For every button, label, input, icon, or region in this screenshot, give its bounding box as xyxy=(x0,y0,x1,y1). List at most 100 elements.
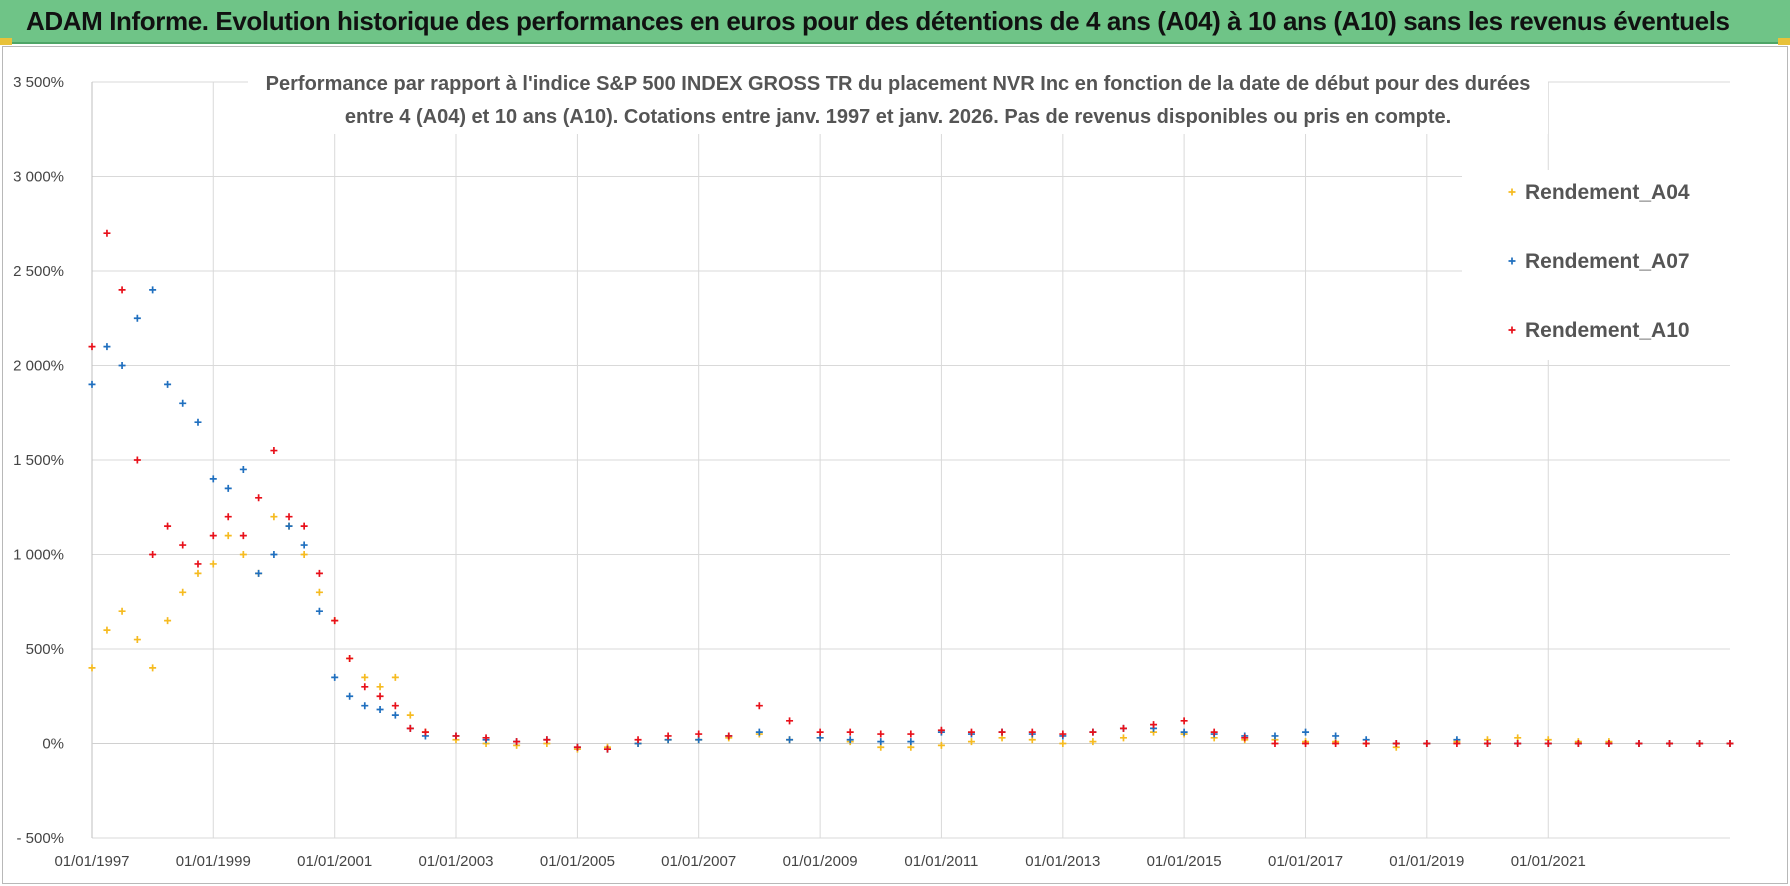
data-point xyxy=(239,465,247,473)
data-point xyxy=(937,726,945,734)
data-point xyxy=(194,560,202,568)
data-point xyxy=(846,728,854,736)
legend: Rendement_A04 Rendement_A07 Rendement_A10 xyxy=(1508,181,1690,342)
header-banner: ADAM Informe. Evolution historique des p… xyxy=(0,0,1790,44)
x-tick-label: 01/01/2017 xyxy=(1268,853,1343,870)
data-point xyxy=(224,484,232,492)
data-point xyxy=(877,738,885,746)
data-point xyxy=(361,702,369,710)
data-point xyxy=(1362,740,1370,747)
legend-label: Rendement_A04 xyxy=(1525,181,1690,204)
data-point xyxy=(1150,721,1158,729)
data-points xyxy=(88,229,1734,753)
data-point xyxy=(149,664,157,672)
data-point xyxy=(1696,740,1704,747)
data-point xyxy=(1392,740,1400,747)
data-point xyxy=(406,711,414,719)
x-tick-label: 01/01/2019 xyxy=(1389,853,1464,870)
data-point xyxy=(300,522,308,530)
legend-box xyxy=(1462,170,1730,360)
data-point xyxy=(103,229,111,237)
data-point xyxy=(725,732,733,740)
data-point xyxy=(255,569,263,577)
data-point xyxy=(1332,732,1340,740)
data-point xyxy=(179,541,187,549)
x-tick-label: 01/01/2007 xyxy=(661,853,736,870)
data-point xyxy=(331,673,339,681)
data-point xyxy=(300,541,308,549)
data-point xyxy=(376,683,384,691)
data-point xyxy=(907,738,915,746)
x-tick-label: 01/01/2013 xyxy=(1025,853,1100,870)
x-tick-label: 01/01/2003 xyxy=(418,853,493,870)
data-point xyxy=(391,711,399,719)
data-point xyxy=(1605,740,1613,747)
chart-title-line-1: Performance par rapport à l'indice S&P 5… xyxy=(266,73,1531,95)
data-point xyxy=(1210,728,1218,736)
data-point xyxy=(1302,740,1310,747)
data-point xyxy=(315,569,323,577)
data-point xyxy=(664,732,672,740)
data-point xyxy=(361,683,369,691)
chart-title: Performance par rapport à l'indice S&P 5… xyxy=(248,66,1548,134)
data-point xyxy=(1483,740,1491,747)
data-point xyxy=(118,362,126,369)
data-point xyxy=(376,692,384,700)
legend-label: Rendement_A07 xyxy=(1525,250,1690,273)
data-point xyxy=(209,560,217,568)
data-point xyxy=(755,702,763,710)
data-point xyxy=(846,736,854,744)
legend-marker xyxy=(1508,257,1516,265)
data-point xyxy=(346,692,354,700)
data-point xyxy=(816,728,824,736)
data-point xyxy=(482,734,490,742)
x-tick-label: 01/01/1997 xyxy=(54,853,129,870)
series-rendement-a10 xyxy=(88,229,1734,753)
data-point xyxy=(315,588,323,596)
data-point xyxy=(224,513,232,521)
data-point xyxy=(1726,740,1734,747)
data-point xyxy=(1241,734,1249,742)
data-point xyxy=(239,532,247,540)
data-point xyxy=(1514,740,1522,747)
y-tick-label: - 500% xyxy=(16,830,64,847)
y-tick-label: 2 000% xyxy=(13,358,64,375)
data-point xyxy=(1423,740,1431,747)
data-point xyxy=(1059,740,1067,747)
data-point xyxy=(224,532,232,540)
data-point xyxy=(1059,730,1067,738)
data-point xyxy=(877,730,885,738)
x-tick-label: 01/01/2001 xyxy=(297,853,372,870)
report-title: ADAM Informe. Evolution historique des p… xyxy=(26,6,1730,36)
data-point xyxy=(88,343,96,351)
data-point xyxy=(239,551,247,558)
corner-mark-right xyxy=(1778,38,1790,45)
corner-mark-left xyxy=(0,38,12,45)
x-tick-label: 01/01/1999 xyxy=(176,853,251,870)
x-tick-label: 01/01/2011 xyxy=(904,853,978,870)
data-point xyxy=(967,728,975,736)
data-point xyxy=(209,475,217,483)
data-point xyxy=(786,736,794,744)
data-point xyxy=(164,380,172,388)
data-point xyxy=(573,743,581,751)
data-point xyxy=(937,741,945,749)
series-rendement-a04 xyxy=(88,513,1734,753)
x-tick-label: 01/01/2009 xyxy=(783,853,858,870)
title-background xyxy=(248,66,1548,134)
data-point xyxy=(603,745,611,753)
data-point xyxy=(118,286,126,294)
data-point xyxy=(88,380,96,388)
data-point xyxy=(513,738,521,746)
data-point xyxy=(634,736,642,744)
data-point xyxy=(755,728,763,736)
data-point xyxy=(1574,740,1582,747)
legend-marker xyxy=(1508,188,1516,196)
data-point xyxy=(194,418,202,426)
data-point xyxy=(164,522,172,530)
data-point xyxy=(179,399,187,407)
data-point xyxy=(1271,740,1279,747)
data-point xyxy=(1271,732,1279,740)
data-point xyxy=(149,286,157,294)
data-point xyxy=(88,664,96,672)
